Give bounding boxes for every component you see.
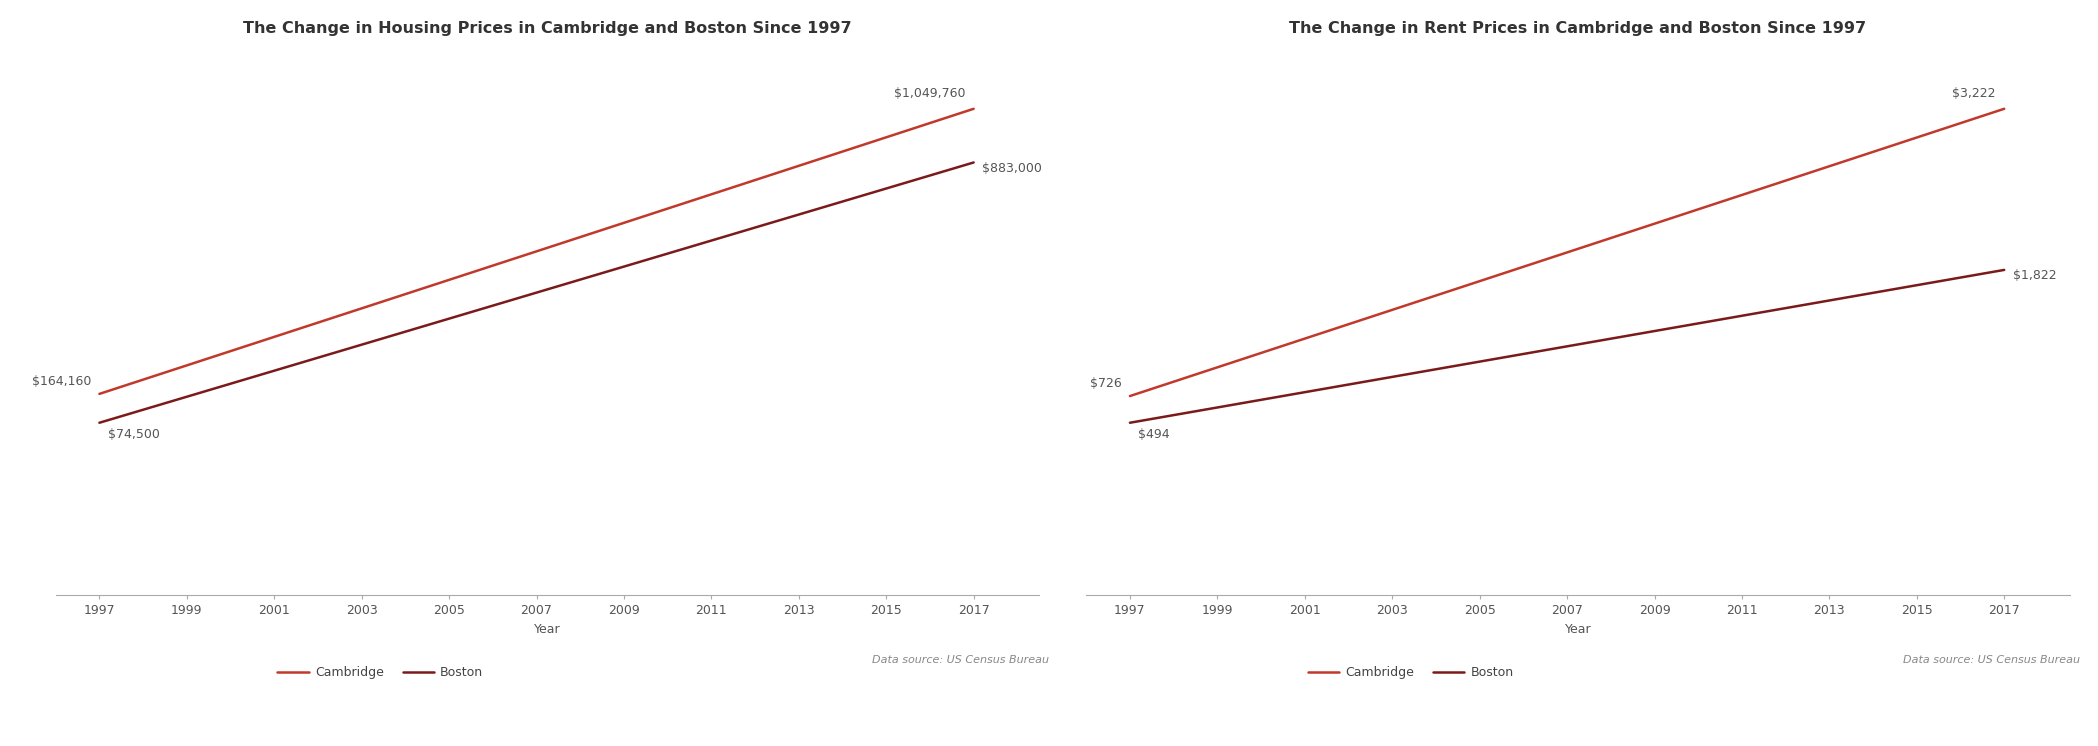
Text: Data source: US Census Bureau: Data source: US Census Bureau <box>873 655 1049 665</box>
Legend: Cambridge, Boston: Cambridge, Boston <box>1303 662 1519 684</box>
Text: $1,822: $1,822 <box>2012 269 2056 282</box>
X-axis label: Year: Year <box>1565 623 1590 636</box>
Title: The Change in Housing Prices in Cambridge and Boston Since 1997: The Change in Housing Prices in Cambridg… <box>243 21 852 36</box>
Text: $726: $726 <box>1089 377 1122 390</box>
Text: $3,222: $3,222 <box>1953 87 1995 101</box>
Text: $494: $494 <box>1139 428 1171 442</box>
Text: $883,000: $883,000 <box>982 162 1043 175</box>
X-axis label: Year: Year <box>535 623 560 636</box>
Legend: Cambridge, Boston: Cambridge, Boston <box>273 662 489 684</box>
Text: $1,049,760: $1,049,760 <box>894 87 965 101</box>
Title: The Change in Rent Prices in Cambridge and Boston Since 1997: The Change in Rent Prices in Cambridge a… <box>1290 21 1867 36</box>
Text: Data source: US Census Bureau: Data source: US Census Bureau <box>1903 655 2079 665</box>
Text: $74,500: $74,500 <box>107 428 159 442</box>
Text: $164,160: $164,160 <box>31 375 90 389</box>
